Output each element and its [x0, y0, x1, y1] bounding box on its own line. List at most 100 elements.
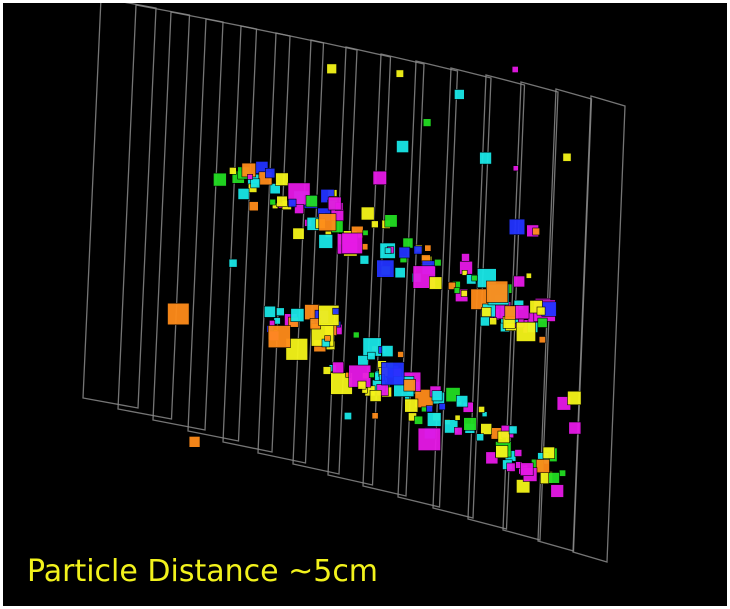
detector-view: Particle Distance ~5cm — [3, 3, 727, 606]
hit-cube — [435, 259, 442, 266]
hit-cube — [399, 247, 410, 258]
hit-cube — [461, 290, 467, 296]
hit-cube — [515, 305, 529, 319]
hit-cube — [319, 214, 336, 231]
hit-cube — [427, 413, 441, 427]
hit-cube — [454, 288, 460, 294]
hit-cube — [405, 399, 418, 412]
hit-cube — [363, 230, 368, 235]
hit-cube — [377, 260, 394, 277]
hit-cube — [516, 322, 535, 341]
hit-cube — [277, 196, 288, 207]
hit-cube — [569, 422, 581, 434]
hit-cube — [477, 434, 484, 441]
hit-cube — [323, 367, 331, 375]
hit-cube — [454, 90, 464, 100]
hit-cube — [361, 207, 374, 220]
hit-cube — [368, 352, 376, 360]
hit-cube — [369, 372, 374, 377]
hit-cube — [238, 188, 249, 199]
hit-cube — [536, 459, 549, 472]
hit-cube — [464, 418, 477, 431]
hit-cube — [479, 406, 485, 412]
hit-cube — [512, 66, 518, 72]
hit-cube — [268, 326, 290, 348]
hit-cube — [265, 168, 275, 178]
hit-cube — [486, 281, 508, 303]
hit-cube — [381, 362, 404, 385]
hit-cube — [426, 406, 432, 412]
hit-cube — [213, 173, 226, 186]
hit-cube — [432, 391, 442, 401]
hit-cube — [481, 424, 492, 435]
hit-cube — [480, 317, 489, 326]
hit-cube — [249, 202, 258, 211]
hit-cube — [559, 470, 565, 476]
hit-cube — [270, 199, 276, 205]
hit-cube — [496, 446, 508, 458]
hit-cube — [490, 318, 497, 325]
hit-cube — [563, 153, 571, 161]
hit-cube — [414, 416, 422, 424]
hit-cube — [288, 199, 296, 207]
hit-cube — [251, 179, 260, 188]
hit-cube — [509, 426, 517, 434]
hit-cube — [425, 245, 431, 251]
hit-cube — [539, 337, 545, 343]
hit-cube — [358, 356, 369, 367]
hit-cube — [382, 346, 393, 357]
hit-cube — [264, 306, 275, 317]
hit-cube — [404, 379, 416, 391]
hit-cube — [543, 447, 555, 459]
hit-cube — [385, 215, 397, 227]
hit-cube — [454, 427, 462, 435]
hit-cube — [456, 396, 468, 408]
hit-cube — [372, 413, 378, 419]
hit-cube — [395, 268, 405, 278]
hit-cube — [526, 273, 531, 278]
hit-cube — [421, 407, 426, 412]
hit-cube — [385, 248, 391, 254]
hit-cube — [414, 246, 422, 254]
hit-cube — [429, 277, 442, 290]
page: Particle Distance ~5cm (() => { const da… — [0, 0, 730, 609]
hit-cube — [514, 276, 525, 287]
hit-cube — [455, 415, 460, 420]
hit-cube — [371, 221, 378, 228]
hit-cube — [398, 352, 404, 358]
hit-cube — [472, 275, 478, 281]
hit-cube — [360, 255, 369, 264]
hit-cube — [520, 463, 533, 476]
hit-cube — [291, 309, 304, 322]
hit-cube — [396, 70, 404, 78]
hit-cube — [397, 141, 409, 153]
hit-cube — [462, 254, 470, 262]
hit-cube — [507, 463, 516, 472]
hit-cube — [344, 412, 351, 419]
hit-cube — [319, 235, 333, 249]
caption: Particle Distance ~5cm — [27, 554, 378, 589]
hit-cube — [370, 390, 381, 401]
hit-cube — [358, 381, 366, 389]
hit-cube — [373, 171, 387, 185]
hit-cube — [403, 238, 413, 248]
hit-cube — [482, 307, 491, 316]
hit-cube — [325, 336, 331, 342]
hit-cube — [551, 485, 564, 498]
background — [3, 3, 727, 606]
hit-cube — [342, 233, 363, 254]
hit-cube — [168, 303, 190, 325]
hit-cube — [498, 431, 510, 443]
hit-cube — [549, 473, 560, 484]
hit-cube — [353, 332, 359, 338]
hit-cube — [276, 308, 284, 316]
hit-cube — [333, 362, 344, 373]
hit-cube — [515, 450, 522, 457]
hit-cube — [276, 173, 289, 186]
hit-cube — [509, 219, 525, 235]
hit-cube — [327, 64, 337, 74]
hit-cube — [269, 320, 274, 325]
hit-cube — [293, 228, 304, 239]
hit-cube — [333, 308, 339, 314]
hit-cube — [439, 403, 445, 409]
